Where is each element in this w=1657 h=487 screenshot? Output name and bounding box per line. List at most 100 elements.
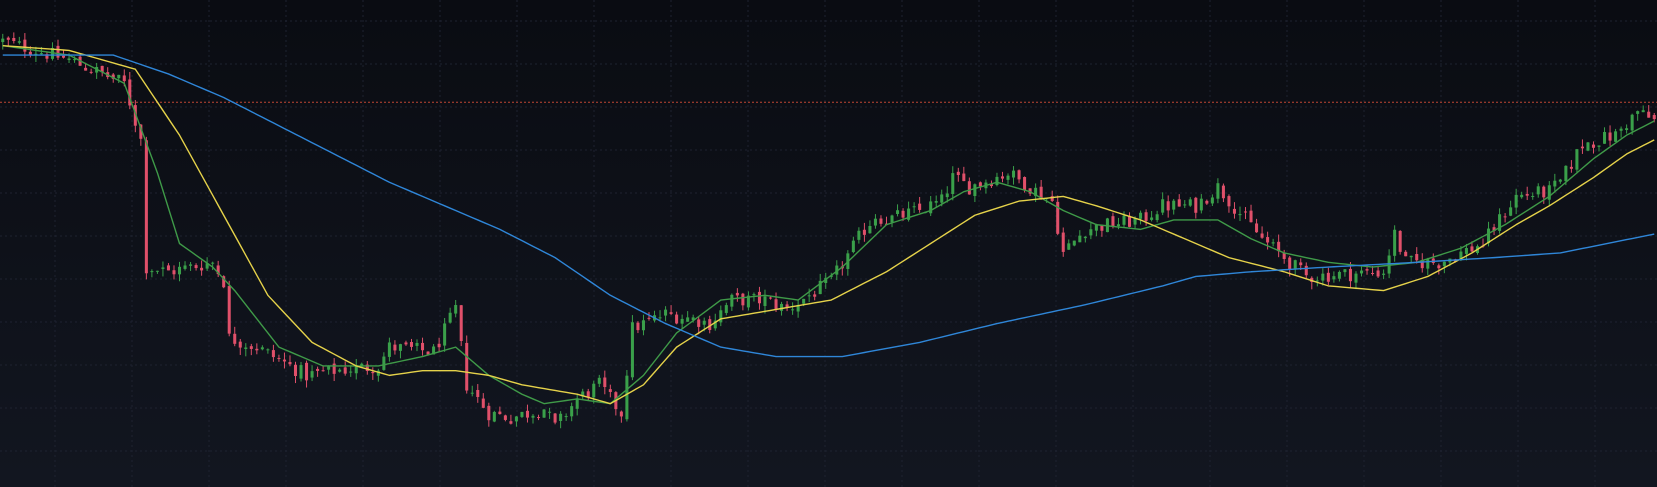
candle: [371, 367, 375, 380]
candle: [1619, 126, 1623, 138]
candle: [1575, 148, 1579, 174]
candle-body: [443, 323, 447, 346]
candle: [233, 326, 237, 347]
candle-body: [454, 305, 458, 314]
candle: [1139, 210, 1143, 225]
candle: [708, 315, 712, 334]
candle: [1464, 243, 1468, 261]
candle: [260, 345, 264, 351]
candle: [1542, 185, 1546, 204]
candle: [730, 293, 734, 311]
candle: [128, 71, 132, 110]
candle: [1558, 178, 1562, 184]
candle-body: [658, 317, 662, 319]
candle: [531, 414, 535, 424]
candle-body: [647, 317, 651, 319]
candle: [1078, 230, 1082, 243]
candle-body: [1216, 183, 1220, 199]
candle: [12, 32, 16, 44]
candle: [277, 354, 281, 362]
candle: [1017, 169, 1021, 184]
candle-body: [691, 317, 695, 321]
candle-body: [1072, 240, 1076, 246]
candle-body: [1255, 223, 1259, 233]
candle: [625, 370, 629, 422]
candle-body: [835, 265, 839, 275]
candle-body: [349, 371, 353, 373]
candle: [255, 343, 259, 355]
candle: [244, 343, 248, 357]
candle-body: [862, 229, 866, 235]
candle-body: [918, 203, 922, 210]
candle: [343, 361, 347, 376]
candle-body: [470, 392, 474, 394]
candle: [1310, 276, 1314, 290]
candle: [271, 344, 275, 362]
candle-body: [1282, 252, 1286, 259]
candle-body: [1591, 144, 1596, 148]
candle: [862, 222, 866, 242]
candle-body: [978, 182, 982, 187]
candle-body: [459, 305, 463, 341]
candle: [641, 314, 645, 336]
candle-body: [1089, 229, 1093, 236]
candle: [282, 352, 286, 369]
candle: [973, 183, 977, 203]
candle: [1509, 200, 1513, 217]
candle-body: [1277, 241, 1281, 252]
candle: [1398, 230, 1402, 255]
candle-body: [636, 322, 640, 331]
candle-body: [962, 173, 966, 182]
candle-body: [581, 391, 585, 397]
candle-body: [1520, 194, 1524, 198]
candle-body: [1575, 149, 1579, 170]
candle-body: [1503, 216, 1507, 218]
candle: [967, 177, 971, 195]
candle: [945, 186, 949, 203]
candle: [1155, 210, 1159, 223]
candle: [492, 410, 496, 423]
candle: [1597, 145, 1601, 152]
candle: [873, 214, 877, 229]
candle-body: [1249, 210, 1253, 223]
candle-body: [901, 210, 905, 218]
candle: [669, 305, 673, 316]
candle: [89, 68, 93, 75]
candle-body: [1293, 260, 1297, 269]
candle: [1431, 253, 1435, 265]
moving-average-lines: [2, 44, 1655, 405]
candle: [586, 388, 590, 401]
candle: [719, 305, 723, 327]
candle-body: [432, 346, 436, 355]
candle-body: [194, 265, 198, 269]
candle: [1641, 105, 1645, 113]
candle: [310, 365, 314, 382]
candle: [824, 272, 828, 289]
candle-body: [686, 317, 690, 322]
candle-body: [697, 319, 701, 327]
candle: [1012, 166, 1016, 185]
candle-body: [608, 389, 612, 392]
candle: [559, 411, 563, 429]
candle-body: [260, 347, 264, 350]
candle-body: [1260, 233, 1264, 238]
candle-body: [945, 193, 949, 198]
candle: [537, 414, 541, 421]
candle-body: [1012, 170, 1016, 178]
candle: [1652, 113, 1656, 123]
candle-body: [150, 271, 154, 273]
candle-body: [238, 341, 242, 348]
candle-body: [1199, 198, 1203, 211]
candle: [664, 306, 668, 322]
candle-body: [1564, 165, 1568, 182]
candle-body: [1464, 248, 1468, 254]
candle-body: [592, 383, 596, 398]
candle: [1061, 227, 1065, 257]
candle: [796, 299, 800, 318]
candle-body: [1376, 270, 1380, 277]
candle-body: [559, 413, 563, 421]
candle-body: [553, 413, 557, 423]
candle-body: [873, 218, 877, 226]
